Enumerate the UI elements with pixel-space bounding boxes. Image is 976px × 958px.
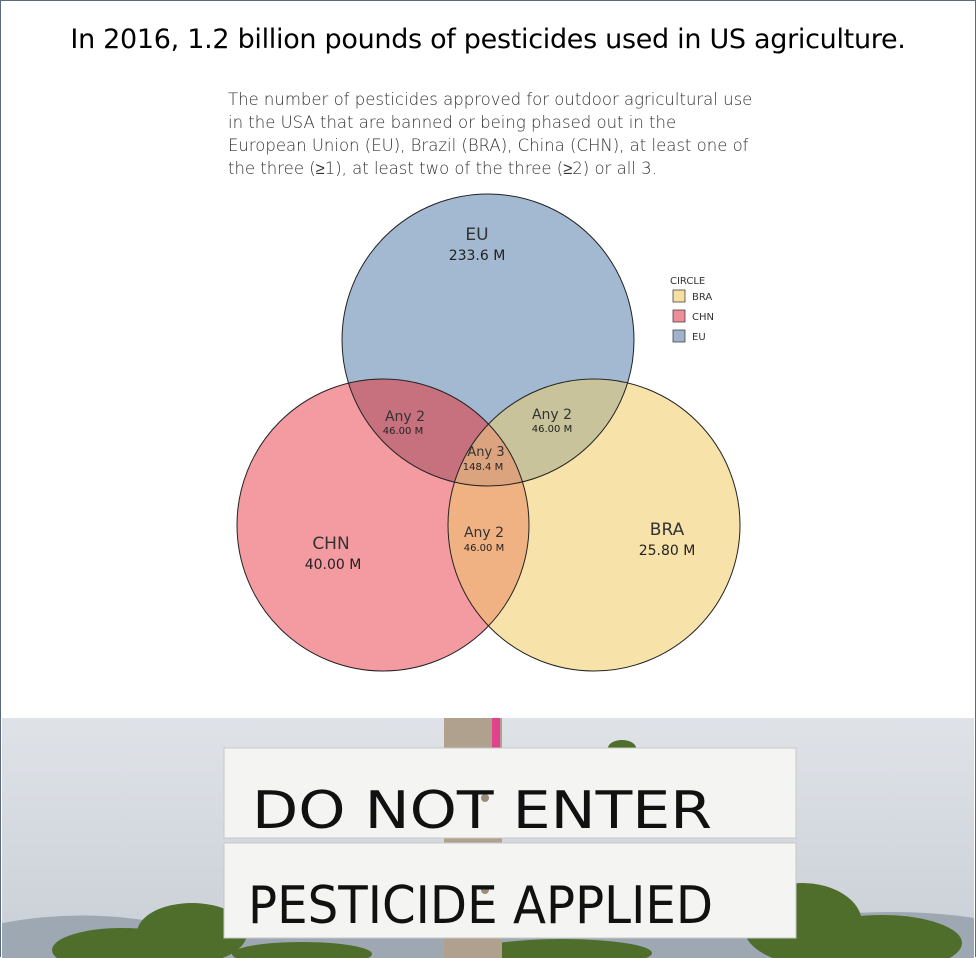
intersection-value-all-three: 148.4 M: [463, 462, 503, 473]
legend-item-eu[interactable]: EU: [672, 329, 706, 343]
circle-eu-outline: [341, 193, 635, 487]
legend-swatch-eu: [672, 329, 686, 343]
intersection-label-eu-bra: Any 2: [532, 407, 572, 423]
intersection-value-eu-bra: 46.00 M: [532, 424, 572, 435]
intersection-label-chn-bra: Any 2: [464, 525, 504, 541]
photo-flag: [492, 718, 500, 748]
sign-board-top: [223, 747, 797, 839]
intersection-label-all-three: Any 3: [467, 445, 504, 460]
chart-subtitle: The number of pesticides approved for ou…: [228, 90, 753, 178]
legend-label-chn: CHN: [692, 312, 714, 323]
legend-title: CIRCLE: [670, 276, 705, 287]
intersection-value-chn-bra: 46.00 M: [464, 543, 504, 554]
circle-chn-outline: [236, 378, 530, 672]
pesticide-sign-photo: DO NOT ENTER PESTICIDE APPLIED: [2, 718, 974, 958]
sign-line-1: DO NOT ENTER: [252, 781, 712, 841]
overlap-eu-chn[interactable]: [237, 379, 529, 671]
set-label-bra: BRA: [650, 520, 685, 540]
legend: CIRCLE BRA CHN EU: [670, 276, 714, 343]
sign-bolt-top: [481, 794, 489, 802]
overlap-eu-bra[interactable]: [448, 379, 740, 671]
set-value-eu: 233.6 M: [449, 248, 506, 264]
intersection-value-eu-chn: 46.00 M: [383, 426, 423, 437]
sign-line-2: PESTICIDE APPLIED: [248, 876, 713, 936]
venn-chart: EU 233.6 M CHN 40.00 M BRA 25.80 M Any 2…: [236, 193, 741, 672]
set-value-bra: 25.80 M: [639, 543, 696, 559]
photo-foliage: [52, 740, 962, 958]
intersection-label-eu-chn: Any 2: [385, 409, 425, 425]
set-label-eu: EU: [465, 225, 488, 245]
legend-item-chn[interactable]: CHN: [672, 309, 714, 323]
set-label-chn: CHN: [312, 534, 349, 554]
legend-swatch-chn: [672, 309, 686, 323]
sign-bolt-bottom: [481, 886, 489, 894]
page-title: In 2016, 1.2 billion pounds of pesticide…: [70, 24, 906, 55]
legend-label-bra: BRA: [692, 292, 712, 303]
legend-swatch-bra: [672, 289, 686, 303]
circle-bra-outline: [447, 378, 741, 672]
legend-item-bra[interactable]: BRA: [672, 289, 712, 303]
sign-board-bottom: [223, 842, 797, 939]
legend-label-eu: EU: [692, 332, 706, 343]
set-value-chn: 40.00 M: [305, 557, 362, 573]
